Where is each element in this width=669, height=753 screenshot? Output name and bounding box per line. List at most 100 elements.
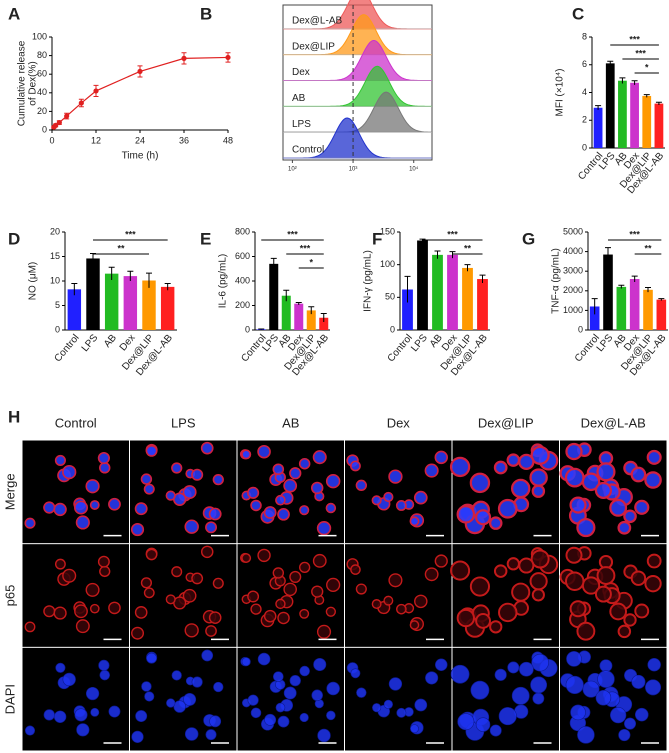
cell: [494, 668, 507, 681]
cell: [184, 727, 199, 741]
y-axis-title: MFI (×10⁴): [555, 69, 566, 117]
x-tick-label: 10²: [288, 167, 297, 173]
error-bar: [308, 306, 315, 315]
cell: [131, 626, 145, 640]
bar: [654, 103, 664, 148]
cell: [257, 444, 271, 459]
row-label: Dex: [292, 67, 310, 78]
y-tick-label: 40: [37, 87, 47, 97]
cell: [450, 560, 471, 581]
cell: [371, 599, 382, 609]
cell: [610, 707, 627, 724]
cell: [618, 728, 631, 742]
cell: [85, 479, 100, 494]
cell: [316, 520, 332, 536]
panel-label: F: [372, 229, 382, 248]
cell: [74, 604, 88, 619]
cell: [283, 478, 298, 493]
y-tick-label: 5: [55, 300, 60, 310]
cell: [489, 516, 503, 530]
cell: [577, 726, 595, 744]
cell: [54, 454, 66, 467]
panel-label: A: [8, 4, 20, 23]
error-bar: [631, 80, 638, 85]
error-bar: [591, 298, 598, 315]
cell: [313, 657, 327, 672]
cell: [200, 545, 214, 559]
cell: [576, 517, 596, 538]
x-tick-label: 48: [223, 135, 233, 145]
cell: [530, 549, 550, 569]
cell: [257, 652, 271, 666]
y-tick-label: 0: [245, 324, 250, 334]
bar: [605, 63, 615, 148]
cell: [140, 473, 153, 485]
error-bar: [619, 77, 626, 84]
cell: [383, 699, 393, 709]
y-tick-label: 50: [385, 292, 395, 302]
column-label: LPS: [171, 415, 196, 430]
y-tick-label: 100: [32, 31, 47, 41]
cell: [99, 669, 110, 681]
y-axis-title: Cumulative release: [17, 40, 28, 126]
column-label: AB: [282, 415, 299, 430]
cell: [90, 707, 100, 717]
cell: [596, 462, 616, 482]
significance-label: *: [309, 257, 313, 267]
cell: [388, 573, 403, 588]
cell: [644, 471, 662, 489]
cell: [530, 676, 548, 694]
y-tick-label: 800: [235, 226, 250, 236]
panel-label: G: [522, 229, 535, 248]
cell: [511, 582, 531, 602]
y-tick-label: 2: [582, 115, 587, 125]
x-tick-label: 36: [179, 135, 189, 145]
bar: [294, 303, 304, 330]
cell: [272, 463, 285, 476]
x-tick-label: LPS: [80, 332, 101, 354]
bar: [618, 80, 627, 148]
cell: [247, 590, 260, 603]
y-tick-label: 10: [50, 275, 60, 285]
y-tick-label: 0: [42, 124, 47, 134]
cell: [62, 672, 76, 687]
x-tick-label: 0: [49, 135, 54, 145]
cell: [518, 557, 535, 574]
cell: [565, 442, 583, 461]
error-bar: [618, 284, 625, 289]
cell: [566, 651, 582, 667]
cell: [630, 466, 647, 483]
column-label: Control: [55, 415, 97, 430]
cell: [247, 694, 259, 706]
error-bar: [283, 289, 290, 302]
cell: [325, 502, 337, 514]
y-tick-label: 20: [50, 226, 60, 236]
cell: [489, 620, 503, 634]
cell: [355, 479, 367, 492]
cell: [413, 490, 428, 505]
cell: [191, 572, 204, 585]
error-bar: [658, 298, 665, 301]
cell: [209, 715, 222, 728]
cell: [409, 620, 420, 630]
cell: [317, 728, 331, 743]
cell: [617, 520, 632, 535]
error-bar: [464, 264, 471, 272]
cell: [275, 494, 286, 506]
cell: [212, 577, 224, 589]
cell: [388, 677, 403, 691]
cell: [283, 582, 297, 597]
cell: [24, 725, 36, 736]
column-label: Dex: [387, 415, 411, 430]
y-tick-label: 20: [37, 106, 47, 116]
cell: [97, 555, 110, 568]
row-label: Dex@L-AB: [292, 15, 342, 26]
cell: [609, 602, 627, 621]
error-bar: [479, 274, 486, 283]
cell: [350, 668, 361, 679]
y-tick-label: 200: [235, 300, 250, 310]
significance-label: ***: [447, 229, 458, 239]
bar: [417, 240, 428, 330]
cell: [140, 577, 153, 589]
cell: [456, 505, 476, 524]
